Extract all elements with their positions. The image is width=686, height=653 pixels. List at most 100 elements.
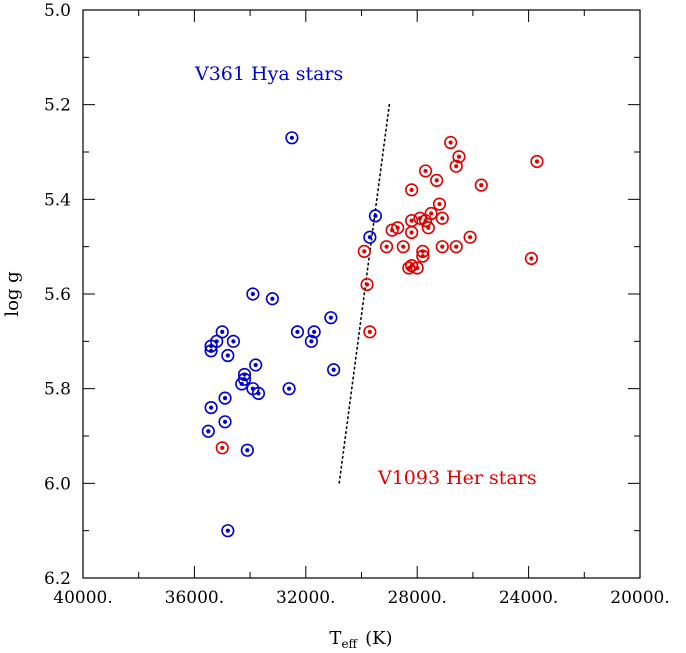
v1093-her-point (524, 251, 538, 266)
point-ring (360, 277, 374, 292)
annotation-v1093-her: V1093 Her stars (377, 467, 537, 489)
v361-hya-point (204, 344, 218, 358)
point-ring (204, 401, 218, 415)
point-dot (401, 244, 406, 249)
v1093-her-point (215, 441, 229, 455)
v1093-her-point (363, 325, 377, 339)
point-dot (220, 445, 225, 450)
point-dot (479, 183, 484, 188)
v1093-her-point (474, 178, 488, 192)
v1093-her-point (405, 183, 419, 197)
v1093-her-point (435, 211, 449, 225)
point-ring (418, 214, 433, 228)
v361-hya-point (327, 363, 341, 377)
v361-hya-point (282, 382, 296, 396)
point-ring (282, 382, 296, 396)
point-dot (468, 235, 473, 240)
point-dot (286, 386, 292, 391)
point-ring (410, 261, 424, 275)
x-axis-label-main: T (329, 628, 341, 649)
point-ring (418, 164, 433, 178)
point-ring (226, 334, 240, 348)
point-ring (357, 244, 371, 258)
point-dot (420, 254, 425, 259)
point-ring (221, 348, 235, 363)
point-dot (239, 381, 244, 387)
point-dot (423, 168, 428, 174)
v1093-her-point (396, 240, 410, 254)
v1093-her-point (402, 261, 416, 275)
x-tick-label: 20000. (610, 588, 669, 608)
point-dot (253, 362, 258, 368)
point-dot (362, 249, 367, 254)
point-ring (324, 311, 338, 325)
v361-hya-point (251, 386, 266, 401)
point-ring (402, 261, 416, 275)
x-axis-label-subscript: eff (341, 637, 358, 651)
point-dot (309, 339, 314, 344)
point-dot (206, 429, 211, 434)
point-dot (289, 135, 294, 140)
v1093-her-point (444, 135, 458, 150)
point-ring (290, 325, 305, 339)
point-dot (364, 282, 370, 287)
point-ring (363, 230, 377, 244)
point-dot (222, 419, 228, 424)
point-ring (218, 391, 232, 405)
point-dot (225, 353, 230, 358)
v1093-her-point (360, 277, 374, 292)
v1093-her-point (379, 240, 394, 254)
point-dot (440, 216, 445, 221)
point-ring (368, 209, 383, 223)
point-ring (444, 135, 458, 150)
point-ring (435, 240, 449, 254)
point-ring (379, 240, 394, 254)
point-ring (235, 377, 249, 391)
annotation-v361-hya: V361 Hya stars (194, 63, 343, 85)
point-dot (437, 201, 442, 207)
point-ring (435, 211, 449, 225)
tick-labels: 40000. 36000. 32000. 28000. 24000. 20000. 5.0 5… (44, 1, 670, 608)
v361-hya-point (285, 131, 299, 145)
v361-hya-point (235, 377, 249, 391)
point-ring (221, 524, 235, 538)
point-ring (463, 230, 477, 244)
x-tick-label: 36000. (165, 588, 224, 608)
point-dot (312, 329, 317, 334)
v361-hya-point (304, 334, 318, 348)
point-dot (245, 448, 250, 453)
point-dot (209, 405, 214, 410)
point-ring (285, 131, 299, 145)
point-dot (328, 315, 333, 320)
point-ring (449, 159, 463, 173)
v361-hya-point (368, 209, 383, 223)
v361-hya-point (240, 443, 254, 457)
v361-hya-point (246, 287, 260, 301)
v361-hya-point (218, 415, 232, 429)
v361-hya-point (363, 230, 377, 244)
point-ring (416, 249, 430, 263)
point-ring (530, 154, 544, 169)
point-dot (440, 244, 445, 249)
point-dot (225, 528, 230, 533)
point-dot (209, 348, 214, 353)
point-dot (456, 154, 462, 159)
point-ring (304, 334, 318, 348)
data-points (201, 131, 544, 538)
point-dot (454, 164, 459, 169)
point-dot (534, 159, 540, 164)
point-ring (405, 183, 419, 197)
point-ring (524, 251, 538, 266)
v1093-her-point (530, 154, 544, 169)
point-dot (250, 291, 255, 297)
point-dot (454, 244, 459, 249)
point-dot (256, 391, 261, 396)
point-dot (367, 329, 372, 334)
v361-hya-point (265, 292, 279, 306)
v361-hya-point (307, 325, 321, 339)
y-tick-label: 5.4 (44, 190, 71, 210)
v361-hya-point (249, 358, 263, 372)
v361-hya-point (324, 311, 338, 325)
v1093-her-point (410, 261, 424, 275)
